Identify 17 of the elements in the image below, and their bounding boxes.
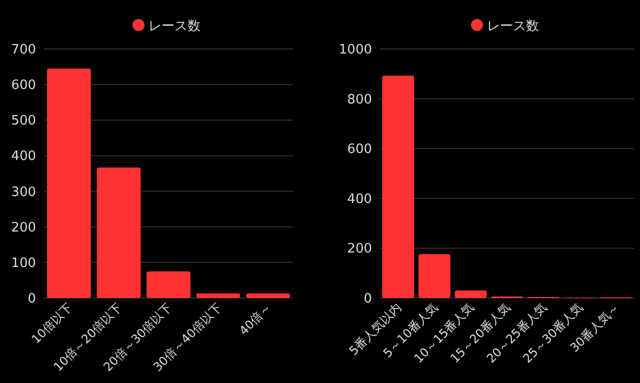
y-tick-label: 700 (11, 42, 36, 58)
y-tick-label: 200 (347, 242, 372, 257)
y-tick-label: 100 (11, 256, 36, 271)
y-tick-label: 400 (347, 192, 372, 207)
y-tick-label: 800 (347, 92, 372, 108)
y-tick-label: 1000 (338, 42, 372, 58)
y-tick-label: 400 (11, 149, 36, 164)
y-tick-label: 600 (347, 142, 372, 158)
y-tick-label: 0 (28, 292, 36, 306)
y-tick-label: 300 (11, 184, 36, 200)
x-tick-label: 40倍～ (236, 300, 274, 338)
legend-label: レース数 (487, 19, 539, 34)
legend-label: レース数 (148, 19, 200, 34)
y-tick-label: 500 (11, 114, 36, 129)
y-tick-label: 200 (11, 220, 36, 236)
y-tick-label: 0 (364, 292, 372, 306)
y-tick-label: 600 (11, 78, 36, 94)
